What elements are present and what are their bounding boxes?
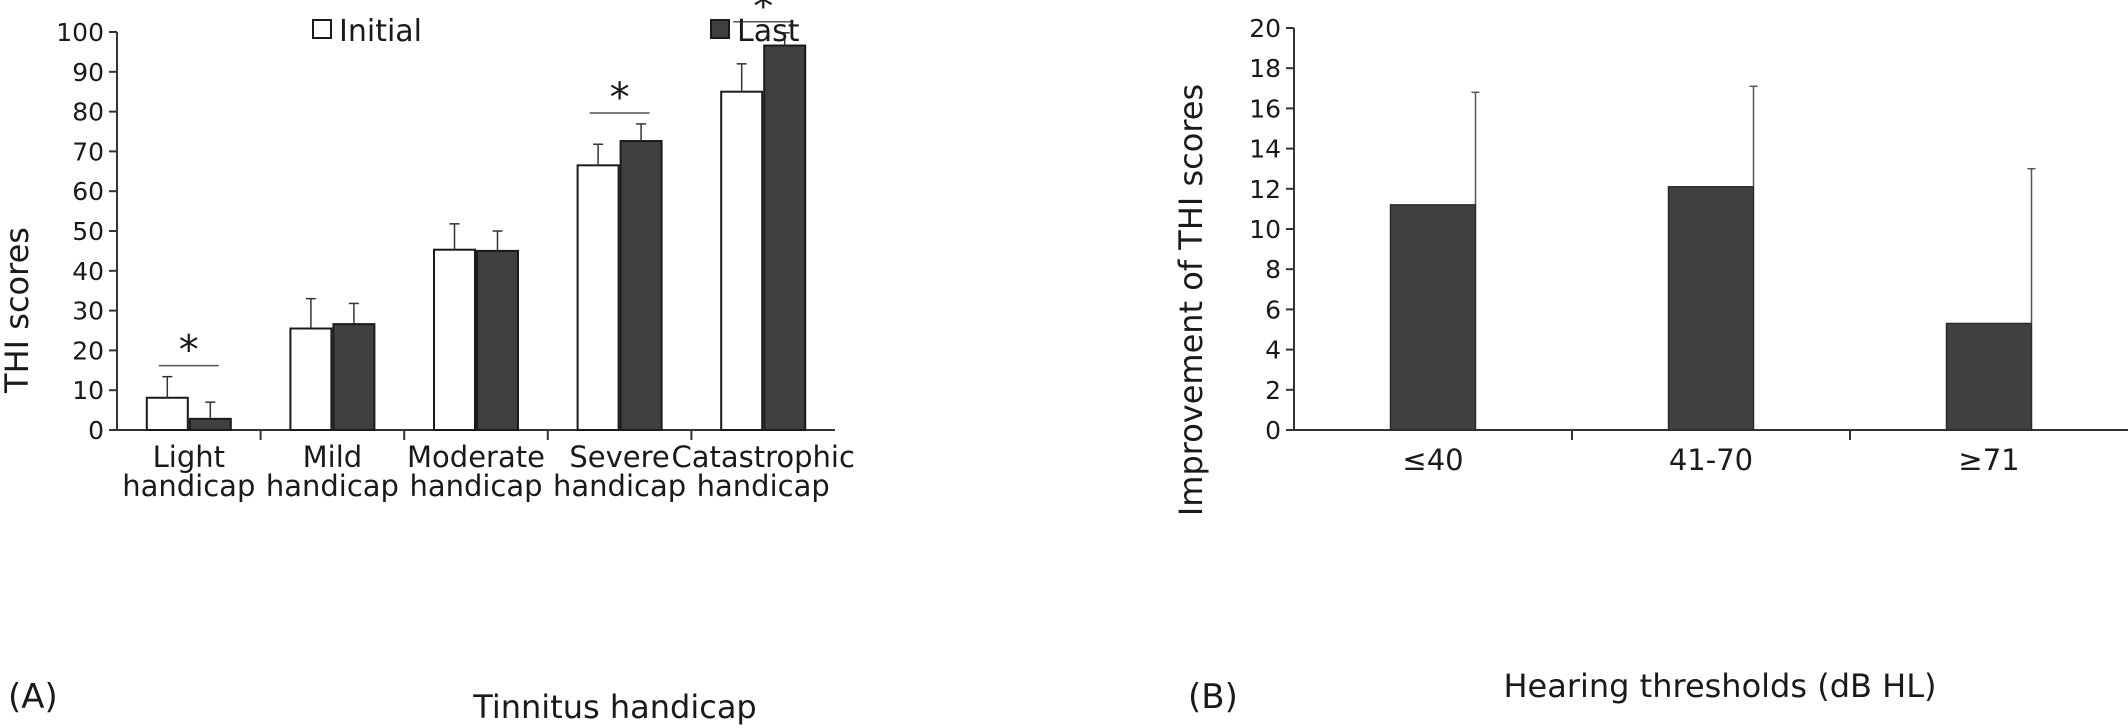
panel-a-chart: (A) Tinnitus handicap THI scores 0 10 20 30… bbox=[0, 0, 855, 726]
panel-a-bar-initial bbox=[433, 248, 476, 431]
panel-a-y-axis-title: THI scores bbox=[0, 227, 36, 394]
panel-a-category-label: Moderate bbox=[407, 440, 545, 474]
panel-a-y-tick-label: 80 bbox=[72, 98, 104, 127]
panel-b-bar bbox=[1389, 204, 1477, 431]
panel-b-y-tick-label: 18 bbox=[1249, 54, 1281, 83]
panel-b-y-tick-label: 0 bbox=[1265, 416, 1281, 445]
panel-a-bar-initial bbox=[145, 396, 189, 431]
panel-a-y-tick-label: 10 bbox=[72, 376, 104, 405]
panel-a-significance-star: * bbox=[179, 328, 199, 374]
panel-a-bar-initial bbox=[289, 327, 333, 432]
panel-a-y-tick-label: 90 bbox=[72, 58, 104, 87]
panel-a-category-label: Catastrophic bbox=[671, 440, 854, 474]
panel-a-label: (A) bbox=[8, 677, 58, 717]
panel-b-y-tick-label: 16 bbox=[1249, 94, 1281, 123]
panel-b-category-label: ≤40 bbox=[1402, 443, 1463, 477]
panel-a-x-axis-title: Tinnitus handicap bbox=[472, 688, 756, 726]
panel-b-y-tick-label: 20 bbox=[1249, 14, 1281, 43]
panel-b-y-tick-label: 8 bbox=[1265, 255, 1281, 284]
panel-a-category-label: handicap bbox=[266, 469, 399, 503]
panel-b-chart: (B) Hearing thresholds (dB HL) Improveme… bbox=[1172, 14, 2128, 717]
panel-a-category-label: handicap bbox=[553, 469, 686, 503]
panel-b-category-label: 41-70 bbox=[1669, 443, 1753, 477]
panel-a-bar-initial bbox=[576, 164, 620, 432]
panel-b-x-axis-title: Hearing thresholds (dB HL) bbox=[1503, 667, 1936, 705]
panel-a-y-tick-label: 20 bbox=[72, 336, 104, 365]
panel-a-y-tick-label: 100 bbox=[56, 18, 104, 47]
panel-a-bar-last bbox=[619, 140, 663, 431]
panel-a-bar-last bbox=[476, 249, 519, 431]
panel-b-label: (B) bbox=[1188, 677, 1238, 717]
panel-b-y-tick-label: 4 bbox=[1265, 336, 1281, 365]
panel-a-y-tick-label: 60 bbox=[72, 177, 104, 206]
panel-b-bar bbox=[1667, 186, 1755, 431]
panel-a-legend-swatch-last bbox=[710, 19, 730, 39]
panel-a-y-tick-label: 0 bbox=[88, 416, 104, 445]
panel-b-y-tick-label: 12 bbox=[1249, 175, 1281, 204]
panel-b-y-tick-label: 10 bbox=[1249, 215, 1281, 244]
panel-a-bar-last bbox=[332, 323, 376, 431]
panel-b-y-axis-title: Improvement of THI scores bbox=[1172, 84, 1210, 516]
panel-a-category-label: handicap bbox=[409, 469, 542, 503]
panel-a-y-tick-label: 50 bbox=[72, 217, 104, 246]
panel-a-category-label: Mild bbox=[303, 440, 363, 474]
panel-b-category-label: ≥71 bbox=[1958, 443, 2019, 477]
panel-a-bar-last bbox=[763, 44, 807, 431]
panel-a-y-tick-label: 30 bbox=[72, 297, 104, 326]
panel-a-y-tick-label: 70 bbox=[72, 137, 104, 166]
panel-b-y-tick-label: 6 bbox=[1265, 295, 1281, 324]
panel-b-y-tick-label: 14 bbox=[1249, 135, 1281, 164]
panel-a-significance-star: * bbox=[610, 75, 630, 121]
panel-a-category-label: handicap bbox=[122, 469, 255, 503]
panel-a-legend-swatch-initial bbox=[312, 19, 332, 39]
panel-a-y-tick-label: 40 bbox=[72, 257, 104, 286]
panel-b-bar bbox=[1945, 322, 2033, 431]
panel-a-category-label: Severe bbox=[569, 440, 669, 474]
panel-a-bar-initial bbox=[720, 90, 764, 431]
panel-a-category-label: handicap bbox=[697, 469, 830, 503]
panel-a-legend-label-last: Last bbox=[737, 14, 800, 49]
panel-a-significance-star: * bbox=[753, 0, 773, 30]
panel-a-legend-label-initial: Initial bbox=[339, 14, 422, 49]
panel-a-category-label: Light bbox=[153, 440, 225, 474]
panel-b-y-tick-label: 2 bbox=[1265, 376, 1281, 405]
panel-a-bar-last bbox=[188, 417, 232, 431]
